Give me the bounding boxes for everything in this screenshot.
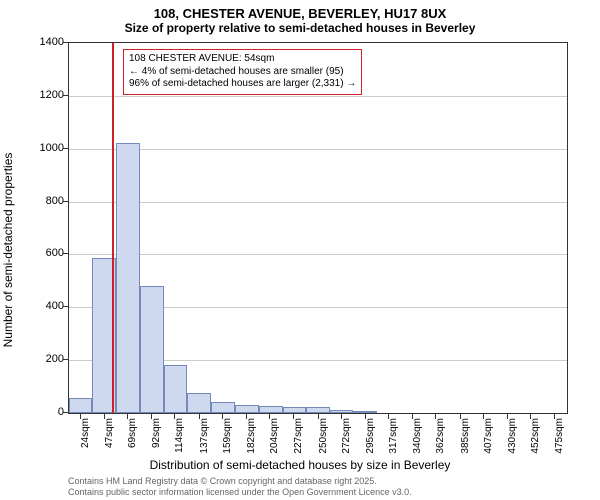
histogram-bar [116, 143, 139, 413]
y-tick-label: 1200 [24, 89, 64, 101]
property-marker-line [112, 43, 114, 413]
gridline [69, 149, 567, 150]
histogram-bar [235, 405, 258, 413]
gridline [69, 96, 567, 97]
histogram-bar [69, 398, 92, 413]
annotation-line3: 96% of semi-detached houses are larger (… [129, 78, 356, 91]
histogram-bar [164, 365, 187, 413]
plot-area: 108 CHESTER AVENUE: 54sqm ← 4% of semi-d… [68, 42, 568, 414]
annotation-line2: ← 4% of semi-detached houses are smaller… [129, 66, 356, 79]
y-tick-label: 200 [24, 353, 64, 365]
gridline [69, 254, 567, 255]
attribution: Contains HM Land Registry data © Crown c… [68, 476, 412, 498]
histogram-bar [140, 286, 164, 413]
y-tick-label: 600 [24, 247, 64, 259]
histogram-bar [211, 402, 235, 413]
gridline [69, 202, 567, 203]
y-tick-label: 400 [24, 300, 64, 312]
x-axis-label: Distribution of semi-detached houses by … [0, 458, 600, 472]
histogram-bar [259, 406, 283, 413]
histogram-bar [187, 393, 211, 413]
annotation-box: 108 CHESTER AVENUE: 54sqm ← 4% of semi-d… [123, 49, 362, 95]
y-tick-label: 0 [24, 406, 64, 418]
y-tick-label: 1400 [24, 36, 64, 48]
annotation-line1: 108 CHESTER AVENUE: 54sqm [129, 53, 356, 66]
y-tick-label: 800 [24, 195, 64, 207]
histogram-bar [306, 407, 330, 413]
chart-title: 108, CHESTER AVENUE, BEVERLEY, HU17 8UX [0, 0, 600, 21]
y-tick-label: 1000 [24, 142, 64, 154]
histogram-bar [330, 410, 353, 413]
histogram-bar [283, 407, 306, 413]
chart-subtitle: Size of property relative to semi-detach… [0, 21, 600, 39]
y-axis-label: Number of semi-detached properties [1, 153, 15, 348]
histogram-bar [353, 411, 377, 413]
